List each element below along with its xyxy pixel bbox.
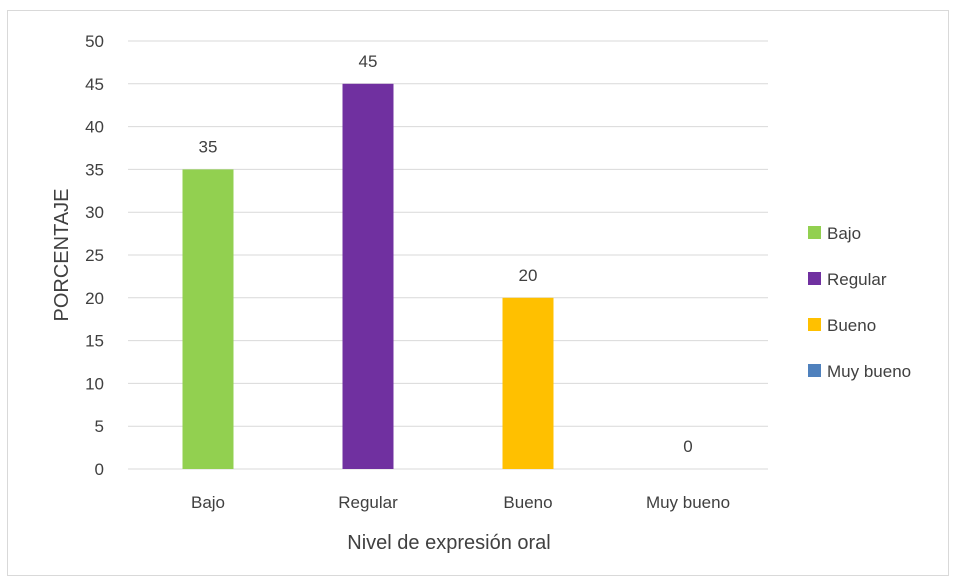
- y-tick-label-40: 40: [85, 118, 104, 137]
- legend-swatch-bajo: [808, 226, 821, 239]
- x-tick-labels: Bajo Regular Bueno Muy bueno: [191, 493, 730, 512]
- chart-frame: [7, 10, 949, 576]
- legend-label-bueno: Bueno: [827, 316, 876, 335]
- gridlines: [128, 40, 768, 470]
- data-label-regular: 45: [359, 52, 378, 71]
- x-tick-label-bueno: Bueno: [503, 493, 552, 512]
- y-tick-label-15: 15: [85, 332, 104, 351]
- x-axis-title: Nivel de expresión oral: [347, 532, 550, 554]
- legend-swatch-bueno: [808, 318, 821, 331]
- legend-label-muy-bueno: Muy bueno: [827, 362, 911, 381]
- y-tick-labels: 0 5 10 15 20 25 30 35 40 45 50: [85, 32, 104, 479]
- y-tick-label-30: 30: [85, 203, 104, 222]
- y-tick-label-50: 50: [85, 32, 104, 51]
- data-label-muy-bueno: 0: [683, 437, 692, 456]
- x-tick-label-bajo: Bajo: [191, 493, 225, 512]
- legend: Bajo Regular Bueno Muy bueno: [808, 224, 911, 381]
- y-tick-label-25: 25: [85, 246, 104, 265]
- bar-regular: [342, 83, 394, 470]
- legend-swatch-muy-bueno: [808, 364, 821, 377]
- y-axis-title: PORCENTAJE: [51, 189, 73, 322]
- data-label-bueno: 20: [519, 266, 538, 285]
- x-tick-label-muy-bueno: Muy bueno: [646, 493, 730, 512]
- data-label-bajo: 35: [199, 137, 218, 156]
- y-tick-label-45: 45: [85, 75, 104, 94]
- y-tick-label-0: 0: [95, 460, 104, 479]
- bar-bueno: [502, 297, 554, 469]
- y-tick-label-20: 20: [85, 289, 104, 308]
- bar-bajo: [182, 169, 234, 469]
- y-tick-label-5: 5: [95, 417, 104, 436]
- y-tick-label-35: 35: [85, 160, 104, 179]
- legend-swatch-regular: [808, 272, 821, 285]
- x-tick-label-regular: Regular: [338, 493, 398, 512]
- y-tick-label-10: 10: [85, 374, 104, 393]
- legend-label-regular: Regular: [827, 270, 887, 289]
- bars: [182, 83, 554, 470]
- data-labels: 35 45 20 0: [199, 52, 693, 456]
- legend-label-bajo: Bajo: [827, 224, 861, 243]
